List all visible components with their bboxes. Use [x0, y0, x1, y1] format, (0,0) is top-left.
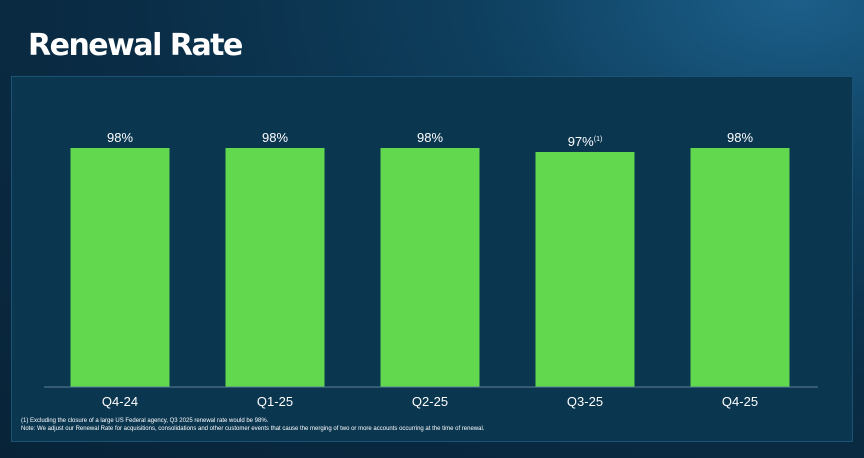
tick-label-q4-25: Q4-25 [722, 394, 758, 409]
tick-label-q3-25: Q3-25 [567, 394, 603, 409]
footnote-note: Note: We adjust our Renewal Rate for acq… [21, 425, 485, 432]
bar-q4-25 [690, 148, 790, 387]
x-tick-labels: Q4-24 Q1-25 Q2-25 Q3-25 Q4-25 [102, 394, 758, 409]
bar-series [70, 148, 790, 387]
tick-label-q2-25: Q2-25 [412, 394, 448, 409]
bar-q3-25 [535, 151, 635, 387]
footnotes: (1) Excluding the closure of a large US … [21, 418, 484, 433]
data-label-q4-25: 98% [727, 130, 753, 145]
data-label-q4-24: 98% [107, 130, 133, 145]
tick-label-q1-25: Q1-25 [257, 394, 293, 409]
bar-q2-25 [380, 148, 480, 387]
page-title: Renewal Rate [28, 28, 243, 63]
tick-label-q4-24: Q4-24 [102, 394, 138, 409]
data-labels: 98% 98% 98% 97%(1) 98% [107, 130, 753, 149]
footnote-1: (1) Excluding the closure of a large US … [21, 418, 269, 424]
bar-q1-25 [225, 148, 325, 387]
data-label-q1-25: 98% [262, 130, 288, 145]
data-label-q2-25: 98% [417, 130, 443, 145]
data-label-q3-25: 97%(1) [568, 134, 603, 149]
bar-q4-24 [70, 148, 170, 387]
